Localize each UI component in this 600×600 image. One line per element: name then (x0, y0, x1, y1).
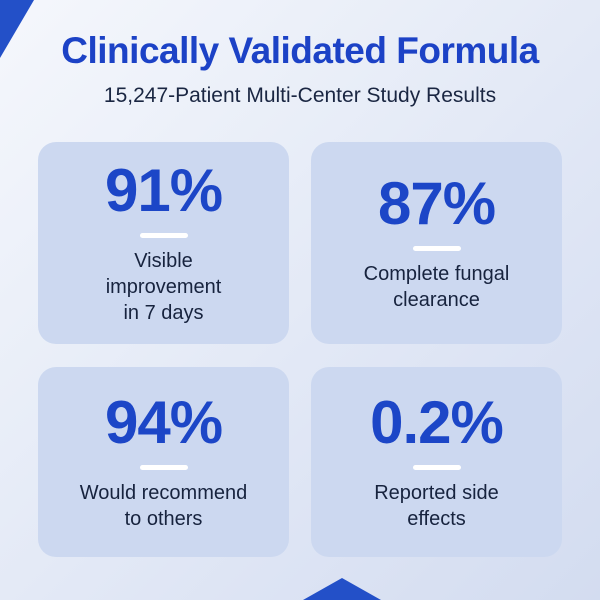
stat-label: Visible improvement in 7 days (105, 249, 222, 324)
page-subtitle: 15,247-Patient Multi-Center Study Result… (103, 84, 497, 107)
stat-value: 0.2% (370, 388, 504, 456)
stat-card-would-recommend: 94% Would recommend to others (38, 367, 289, 557)
stat-label: Would recommend to others (79, 481, 248, 530)
stat-label: Complete fungal clearance (363, 262, 510, 311)
bottom-accent-triangle (303, 578, 381, 600)
header: Clinically Validated Formula 15,247-Pati… (0, 0, 600, 108)
page-title: Clinically Validated Formula (61, 30, 539, 71)
stat-value: 87% (377, 169, 496, 237)
stat-value: 91% (104, 156, 223, 224)
stat-card-visible-improvement: 91% Visible improvement in 7 days (38, 142, 289, 344)
stats-grid: 91% Visible improvement in 7 days 87% Co… (38, 142, 562, 557)
stat-card-fungal-clearance: 87% Complete fungal clearance (311, 142, 562, 344)
stat-label: Reported side effects (374, 481, 499, 530)
stat-value: 94% (104, 388, 223, 456)
stat-divider (139, 232, 188, 238)
stat-divider (412, 464, 461, 470)
stat-divider (139, 464, 188, 470)
stat-divider (412, 245, 461, 251)
stat-card-side-effects: 0.2% Reported side effects (311, 367, 562, 557)
